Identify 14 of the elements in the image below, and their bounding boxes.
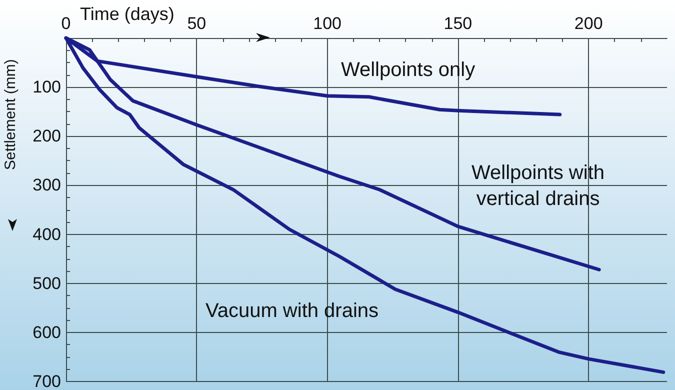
y-tick-label: 200 — [32, 126, 61, 146]
x-axis-title: Time (days) — [80, 4, 174, 24]
y-tick-label: 100 — [32, 78, 61, 97]
x-tick-label: 200 — [574, 14, 603, 33]
y-tick-label: 300 — [32, 176, 61, 195]
y-axis-title: Settlement (mm) — [2, 59, 19, 170]
x-tick-label: 100 — [313, 14, 342, 33]
y-tick-label: 700 — [32, 372, 61, 390]
y-tick-label: 500 — [32, 274, 61, 293]
x-tick-label: 150 — [444, 14, 472, 33]
x-tick-label: 0 — [61, 14, 71, 33]
y-tick-label: 400 — [32, 224, 61, 244]
y-tick-label: 600 — [32, 322, 61, 342]
x-tick-label: 50 — [187, 14, 206, 33]
